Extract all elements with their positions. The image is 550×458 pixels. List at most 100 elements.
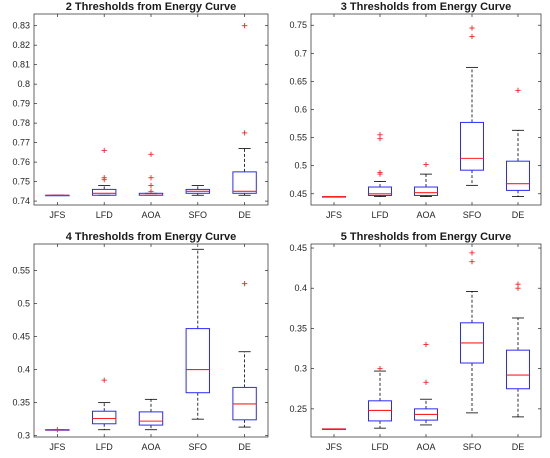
box-jfs xyxy=(322,428,346,430)
y-tick-label: 0.45 xyxy=(12,332,30,342)
x-tick-label: AOA xyxy=(416,210,435,220)
chart-panel-2: 3 Thresholds from Energy Curve 0.45 0.5 0.5… xyxy=(289,1,542,220)
x-tick-label: LFD xyxy=(371,210,389,220)
box-de xyxy=(506,281,530,418)
y-tick-label: 0.3 xyxy=(294,364,307,374)
chart-title: 4 Thresholds from Energy Curve xyxy=(66,231,237,243)
x-tick-label: DE xyxy=(238,442,251,452)
outlier-marker xyxy=(515,87,521,93)
outlier-marker xyxy=(101,147,107,154)
x-tick-label: DE xyxy=(512,442,525,452)
chart-panel-1: 2 Thresholds from Energy Curve 0.74 0.75 0.… xyxy=(12,1,269,220)
box-iqr xyxy=(368,186,392,196)
y-tick-label: 0.74 xyxy=(12,196,30,206)
y-tick-label: 0.4 xyxy=(17,365,30,375)
x-tick-label: SFO xyxy=(189,442,208,452)
y-tick-label: 0.82 xyxy=(12,40,30,50)
box-jfs xyxy=(45,194,70,197)
y-tick-label: 0.78 xyxy=(12,118,30,128)
x-tick-label: AOA xyxy=(141,442,160,452)
box-lfd xyxy=(368,366,392,429)
y-tick-label: 0.25 xyxy=(289,404,307,414)
box-aoa xyxy=(138,398,164,431)
y-tick-label: 0.83 xyxy=(12,21,30,31)
chart-title: 3 Thresholds from Energy Curve xyxy=(341,1,512,13)
outlier-marker xyxy=(377,169,383,176)
outlier-marker xyxy=(148,175,154,181)
y-tick-label: 0.5 xyxy=(17,298,30,308)
box-sfo xyxy=(460,250,484,414)
outlier-marker xyxy=(101,175,107,181)
outlier-marker xyxy=(469,33,475,40)
box-aoa xyxy=(138,151,164,196)
box-lfd xyxy=(368,132,392,197)
box-de xyxy=(232,23,257,196)
box-aoa xyxy=(414,341,438,426)
box-de xyxy=(506,87,530,197)
box-iqr xyxy=(92,410,117,425)
x-tick-label: LFD xyxy=(96,442,114,452)
x-tick-label: LFD xyxy=(371,442,389,452)
outlier-marker xyxy=(148,188,154,194)
box-aoa xyxy=(414,161,438,197)
x-tick-label: DE xyxy=(512,210,525,220)
y-tick-label: 0.3 xyxy=(17,431,30,441)
outlier-marker xyxy=(469,259,475,265)
outlier-marker xyxy=(148,182,154,189)
x-tick-label: LFD xyxy=(96,210,114,220)
y-tick-label: 0.65 xyxy=(289,76,307,86)
y-tick-label: 0.55 xyxy=(289,133,307,143)
y-tick-label: 0.75 xyxy=(12,177,30,187)
box-iqr xyxy=(460,121,484,171)
y-tick-label: 0.77 xyxy=(12,138,30,148)
y-tick-label: 0.4 xyxy=(294,283,307,293)
box-iqr xyxy=(506,349,530,390)
box-iqr xyxy=(138,411,164,426)
y-tick-label: 0.6 xyxy=(294,105,307,115)
box-iqr xyxy=(414,186,438,196)
y-tick-label: 0.75 xyxy=(289,20,307,30)
y-tick-label: 0.76 xyxy=(12,157,30,167)
y-tick-label: 0.8 xyxy=(17,79,30,89)
x-tick-label: AOA xyxy=(416,442,435,452)
box-iqr xyxy=(185,328,211,394)
box-iqr xyxy=(232,171,257,194)
x-tick-label: JFS xyxy=(326,442,342,452)
outlier-marker xyxy=(377,366,383,372)
outlier-marker xyxy=(101,377,107,383)
outlier-marker xyxy=(242,23,248,29)
box-lfd xyxy=(92,147,117,196)
x-tick-label: SFO xyxy=(463,442,482,452)
chart-title: 2 Thresholds from Energy Curve xyxy=(66,1,237,13)
y-tick-label: 0.7 xyxy=(294,48,307,58)
box-sfo xyxy=(185,185,211,196)
box-sfo xyxy=(460,25,484,186)
x-tick-label: DE xyxy=(238,210,251,220)
x-tick-label: JFS xyxy=(49,210,65,220)
chart-title: 5 Thresholds from Energy Curve xyxy=(341,231,512,243)
outlier-marker xyxy=(515,281,521,287)
box-sfo xyxy=(185,248,211,420)
chart-panel-3: 4 Thresholds from Energy Curve 0.3 0.35 0.4… xyxy=(12,231,269,452)
x-tick-label: SFO xyxy=(463,210,482,220)
outlier-marker xyxy=(242,130,248,136)
chart-panel-4: 5 Thresholds from Energy Curve 0.25 0.3 0.3… xyxy=(289,231,542,452)
outlier-marker xyxy=(423,341,429,348)
box-iqr xyxy=(506,160,530,191)
y-tick-label: 0.45 xyxy=(289,243,307,253)
outlier-marker xyxy=(423,379,429,385)
y-tick-label: 0.79 xyxy=(12,99,30,109)
outlier-marker xyxy=(148,151,154,157)
y-tick-label: 0.35 xyxy=(289,323,307,333)
box-de xyxy=(232,281,257,428)
x-tick-label: JFS xyxy=(49,442,65,452)
y-tick-label: 0.55 xyxy=(12,265,30,275)
box-jfs xyxy=(45,427,70,433)
x-tick-label: AOA xyxy=(141,210,160,220)
y-tick-label: 0.5 xyxy=(294,161,307,171)
x-tick-label: SFO xyxy=(189,210,208,220)
y-tick-label: 0.45 xyxy=(289,189,307,199)
outlier-marker xyxy=(469,250,475,256)
outlier-marker xyxy=(469,25,475,31)
